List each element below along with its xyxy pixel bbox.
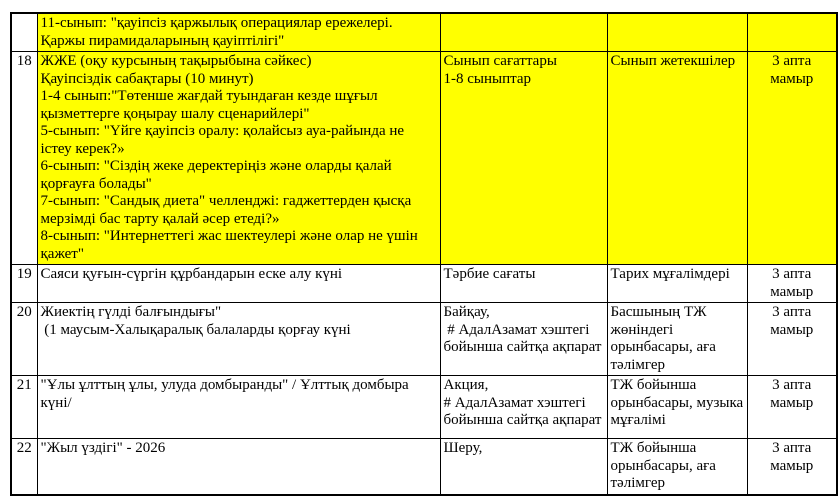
date-cell: 3 апта мамыр xyxy=(746,375,838,439)
responsible-cell: Тарих мұғалімдері xyxy=(606,264,748,303)
responsible-cell xyxy=(606,12,748,52)
date-cell: 3 апта мамыр xyxy=(746,302,838,376)
activity-cell: "Ұлы ұлттың ұлы, улуда домбыранды" / Ұлт… xyxy=(36,375,441,439)
row-number-cell: 20 xyxy=(10,302,38,376)
date-cell xyxy=(746,12,838,52)
activity-cell: Жиектің гүлді балғындығы" (1 маусым-Халы… xyxy=(36,302,441,376)
form-cell xyxy=(439,12,608,52)
form-cell: Акция, # АдалАзамат хэштегі бойынша сайт… xyxy=(439,375,608,439)
activity-cell: 11-сынып: "қауіпсіз қаржылық операциялар… xyxy=(36,12,441,52)
row-number-cell: 22 xyxy=(10,438,38,495)
row-number-cell: 18 xyxy=(10,51,38,265)
date-cell: 3 апта мамыр xyxy=(746,264,838,303)
row-number-cell xyxy=(10,12,38,52)
row-number-cell: 19 xyxy=(10,264,38,303)
table-row: 18 ЖЖЕ (оқу курсының тақырыбына сәйкес) … xyxy=(10,51,838,265)
responsible-cell: Сынып жетекшілер xyxy=(606,51,748,265)
activity-cell: ЖЖЕ (оқу курсының тақырыбына сәйкес) Қау… xyxy=(36,51,441,265)
activity-cell: Саяси қуғын-сүргін құрбандарын еске алу … xyxy=(36,264,441,303)
table-row: 11-сынып: "қауіпсіз қаржылық операциялар… xyxy=(10,12,838,52)
table-row: 20 Жиектің гүлді балғындығы" (1 маусым-Х… xyxy=(10,302,838,376)
row-number-cell: 21 xyxy=(10,375,38,439)
activity-cell: "Жыл үздігі" - 2026 xyxy=(36,438,441,495)
form-cell: Шеру, xyxy=(439,438,608,495)
responsible-cell: ТЖ бойынша орынбасары, аға тәлімгер xyxy=(606,438,748,495)
table-row: 22 "Жыл үздігі" - 2026 Шеру, ТЖ бойынша … xyxy=(10,438,838,495)
responsible-cell: ТЖ бойынша орынбасары, музыка мұғалімі xyxy=(606,375,748,439)
responsible-cell: Басшының ТЖ жөніндегі орынбасары, аға тә… xyxy=(606,302,748,376)
form-cell: Сынып сағаттары 1-8 сыныптар xyxy=(439,51,608,265)
form-cell: Тәрбие сағаты xyxy=(439,264,608,303)
table-row: 19 Саяси қуғын-сүргін құрбандарын еске а… xyxy=(10,264,838,303)
school-plan-table: 11-сынып: "қауіпсіз қаржылық операциялар… xyxy=(10,12,838,496)
form-cell: Байқау, # АдалАзамат хэштегі бойынша сай… xyxy=(439,302,608,376)
date-cell: 3 апта мамыр xyxy=(746,51,838,265)
table-row: 21 "Ұлы ұлттың ұлы, улуда домбыранды" / … xyxy=(10,375,838,439)
date-cell: 3 апта мамыр xyxy=(746,438,838,495)
